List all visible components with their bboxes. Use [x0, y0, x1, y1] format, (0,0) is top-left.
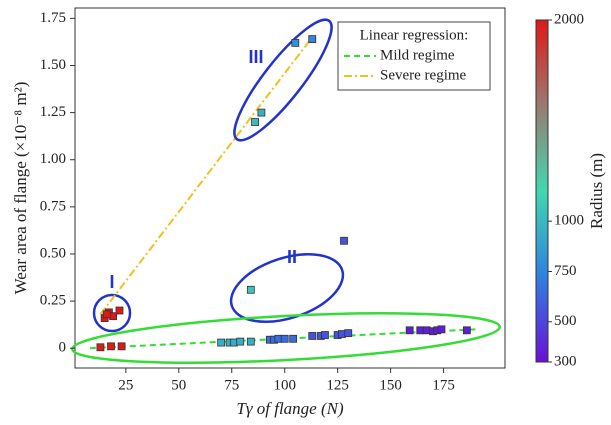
- point: [462, 326, 471, 335]
- colorbar-label: Radius (m): [587, 153, 606, 229]
- legend-title: Linear regression:: [360, 27, 469, 43]
- point: [422, 326, 431, 335]
- point: [291, 38, 300, 47]
- regression-line: [99, 36, 314, 315]
- point: [229, 338, 238, 347]
- point: [405, 326, 414, 335]
- point: [257, 108, 266, 117]
- y-tick-label: 0.25: [40, 293, 66, 309]
- point: [115, 306, 124, 315]
- point: [107, 342, 115, 351]
- y-tick-label: 1.75: [40, 10, 66, 26]
- x-tick-label: 150: [379, 377, 402, 393]
- point: [274, 334, 283, 343]
- legend-label: Severe regime: [380, 67, 467, 83]
- x-tick-label: 25: [118, 377, 133, 393]
- point: [416, 326, 425, 335]
- point: [308, 332, 317, 340]
- annotation: III: [248, 47, 263, 67]
- x-tick-label: 100: [273, 377, 296, 393]
- y-tick-label: 1.00: [40, 151, 66, 167]
- group-outlines: [71, 18, 501, 364]
- point: [96, 343, 105, 352]
- y-tick-label: 0.75: [40, 198, 66, 214]
- point: [102, 310, 111, 319]
- point: [246, 285, 255, 294]
- y-tick-label: 1.50: [40, 57, 66, 73]
- colorbar-tick-label: 500: [554, 313, 577, 329]
- plot-frame: [74, 7, 506, 369]
- x-axis-label: Tγ of flange (N): [236, 399, 344, 418]
- point: [337, 330, 346, 338]
- y-tick-label: 0.50: [40, 245, 66, 261]
- point: [109, 312, 118, 321]
- point: [251, 118, 259, 126]
- colorbar-tick-label: 1000: [554, 213, 584, 229]
- x-tick-label: 75: [224, 377, 239, 393]
- y-tick-label: 1.25: [40, 104, 66, 120]
- x-tick-label: 175: [432, 377, 455, 393]
- annotation: II: [287, 247, 297, 267]
- group-outline: [92, 293, 132, 333]
- point: [246, 337, 255, 346]
- colorbar-tick-label: 750: [554, 263, 577, 279]
- y-tick-label: 0: [59, 340, 67, 356]
- point: [437, 325, 446, 334]
- point: [308, 35, 317, 43]
- point: [236, 337, 245, 346]
- point: [321, 331, 329, 339]
- legend-label: Mild regime: [380, 47, 455, 63]
- annotation: I: [109, 272, 114, 292]
- colorbar: [535, 19, 549, 363]
- point: [217, 338, 226, 347]
- colorbar-tick-label: 2000: [554, 11, 584, 27]
- point: [340, 236, 348, 245]
- x-tick-label: 125: [326, 377, 349, 393]
- point: [344, 329, 353, 338]
- group-outline: [233, 18, 333, 142]
- point: [289, 334, 298, 343]
- y-axis-label: Wear area of flange (×10⁻⁸ m²): [11, 82, 30, 295]
- colorbar-tick-label: 300: [554, 353, 577, 369]
- point: [117, 342, 126, 351]
- legend-box: [337, 21, 491, 91]
- group-outline: [71, 312, 501, 364]
- x-tick-label: 50: [171, 377, 186, 393]
- point: [280, 334, 289, 343]
